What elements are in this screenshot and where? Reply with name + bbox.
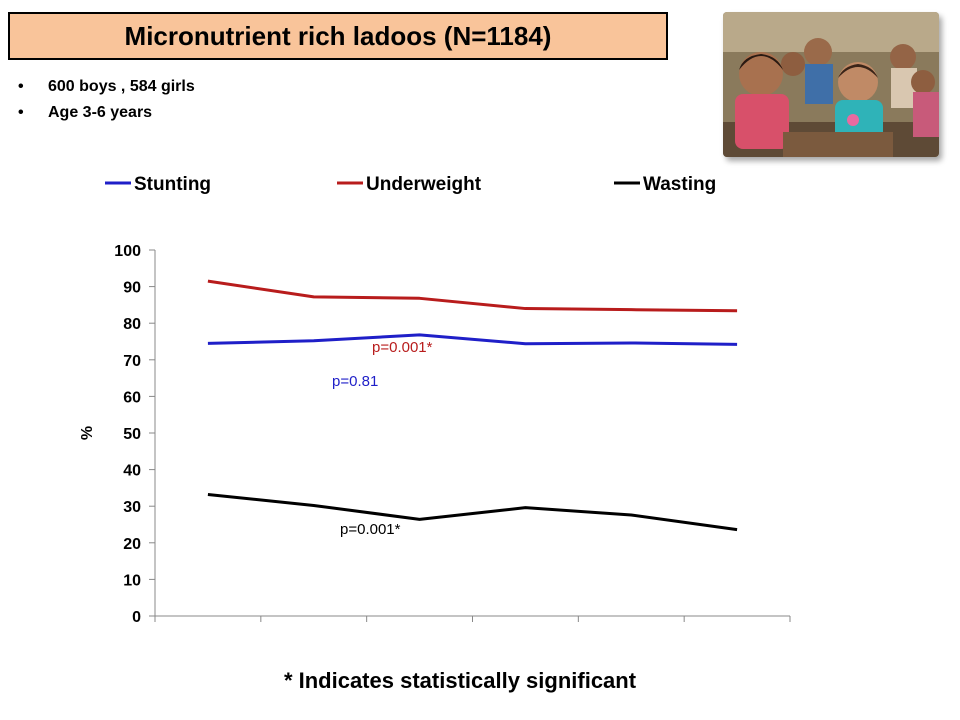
- y-tick-label: 90: [123, 280, 141, 297]
- y-tick-label: 80: [123, 316, 141, 333]
- y-tick-label: 70: [123, 353, 141, 370]
- chart-annotations: p=0.001* p=0.81 p=0.001*: [332, 339, 433, 538]
- children-photo-illustration: [723, 12, 939, 157]
- p-value-annotation: p=0.001*: [372, 339, 433, 356]
- p-value-annotation: p=0.81: [332, 373, 378, 390]
- bullet-list: 600 boys , 584 girls Age 3-6 years: [18, 74, 195, 126]
- chart-legend: Stunting Underweight Wasting: [105, 174, 716, 195]
- y-tick-label: 20: [123, 536, 141, 553]
- legend-label: Stunting: [134, 174, 211, 195]
- legend-label: Wasting: [643, 174, 716, 195]
- series-line-underweight: [207, 279, 738, 313]
- y-tick-label: 100: [114, 243, 141, 260]
- chart-lines: [207, 279, 738, 532]
- bullet-age-range: Age 3-6 years: [18, 100, 195, 126]
- y-tick-label: 50: [123, 426, 141, 443]
- y-tick-label: 0: [132, 609, 141, 626]
- y-axis-title: %: [79, 426, 96, 440]
- chart-axes: 0102030405060708090100Month 1Month 2Mont…: [79, 243, 791, 626]
- children-photo: [723, 12, 939, 157]
- line-chart: Stunting Underweight Wasting 0 10 20 30 40 50 60…: [79, 174, 791, 626]
- significance-footnote: * Indicates statistically significant: [283, 668, 637, 693]
- y-tick-label: 30: [123, 499, 141, 516]
- slide-title: Micronutrient rich ladoos (N=1184): [8, 12, 668, 60]
- y-tick-label: 10: [123, 572, 141, 589]
- y-tick-label: 40: [123, 463, 141, 480]
- series-line-stunting: [207, 333, 738, 346]
- y-tick-label: 60: [123, 389, 141, 406]
- legend-label: Underweight: [366, 174, 482, 195]
- p-value-annotation: p=0.001*: [340, 521, 401, 538]
- bullet-sample-size: 600 boys , 584 girls: [18, 74, 195, 100]
- series-line-wasting: [207, 492, 738, 532]
